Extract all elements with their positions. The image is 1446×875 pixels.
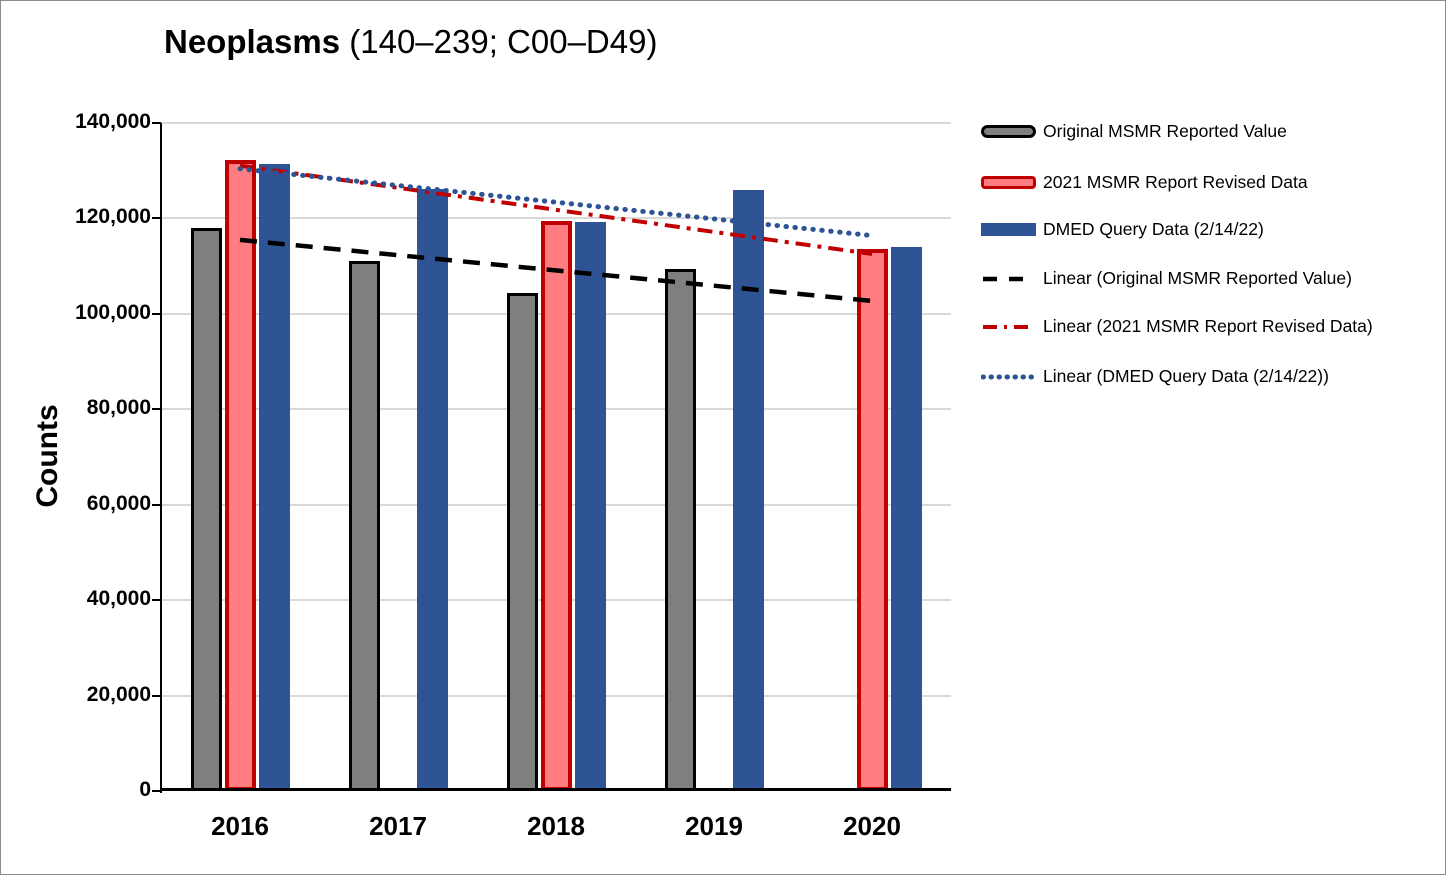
chart-title-main: Neoplasms — [164, 23, 341, 60]
legend-item: DMED Query Data (2/14/22) — [981, 218, 1425, 241]
legend-item: 2021 MSMR Report Revised Data — [981, 171, 1425, 194]
y-axis-title: Counts — [31, 404, 64, 508]
gridline — [161, 122, 951, 124]
y-tick-mark — [152, 790, 161, 792]
bar — [732, 189, 764, 791]
y-tick-mark — [152, 599, 161, 602]
legend-label: Original MSMR Reported Value — [1043, 121, 1287, 141]
legend-line-swatch-icon — [981, 315, 1043, 338]
bar — [856, 248, 888, 791]
legend-item: Linear (2021 MSMR Report Revised Data) — [981, 315, 1425, 338]
bar — [890, 246, 922, 791]
y-tick-label: 0 — [139, 778, 151, 801]
legend-bar-swatch-icon — [981, 218, 1043, 241]
y-tick-label: 120,000 — [75, 205, 151, 229]
legend-label: DMED Query Data (2/14/22) — [1043, 219, 1264, 239]
x-tick-label: 2019 — [685, 811, 743, 841]
chart-title: Neoplasms (140–239; C00–D49) — [164, 23, 657, 61]
chart-title-sub: (140–239; C00–D49) — [340, 23, 658, 60]
legend-item: Original MSMR Reported Value — [981, 120, 1425, 143]
bar — [416, 189, 448, 791]
legend-line-swatch-icon — [981, 365, 1043, 388]
y-tick-mark — [152, 408, 161, 411]
legend-label: Linear (2021 MSMR Report Revised Data) — [1043, 316, 1373, 336]
bar — [224, 160, 256, 791]
y-tick-mark — [152, 217, 161, 220]
legend-label: 2021 MSMR Report Revised Data — [1043, 172, 1308, 192]
x-tick-label: 2018 — [527, 811, 585, 841]
x-tick-label: 2017 — [369, 811, 427, 841]
legend-bar-swatch-icon — [981, 171, 1043, 194]
y-tick-mark — [152, 694, 161, 697]
bar — [506, 292, 538, 791]
y-tick-mark — [152, 503, 161, 506]
plot-area — [152, 122, 951, 793]
legend-item: Linear (Original MSMR Reported Value) — [981, 267, 1425, 290]
legend-label: Linear (DMED Query Data (2/14/22)) — [1043, 366, 1329, 386]
bar — [574, 221, 606, 791]
x-tick-label: 2016 — [211, 811, 269, 841]
legend-label: Linear (Original MSMR Reported Value) — [1043, 268, 1352, 288]
legend-item: Linear (DMED Query Data (2/14/22)) — [981, 365, 1425, 388]
bar — [258, 163, 290, 791]
y-tick-label: 60,000 — [86, 491, 151, 515]
y-tick-label: 40,000 — [86, 587, 151, 611]
y-tick-label: 20,000 — [86, 682, 151, 706]
bar — [540, 220, 572, 791]
bar — [664, 268, 696, 791]
x-tick-label: 2020 — [843, 811, 901, 841]
y-tick-label: 100,000 — [75, 300, 151, 324]
y-tick-mark — [152, 312, 161, 315]
y-axis-line — [160, 123, 162, 793]
bar — [190, 227, 222, 791]
y-tick-label: 140,000 — [75, 110, 151, 133]
legend-line-swatch-icon — [981, 267, 1043, 290]
x-axis-line — [161, 788, 951, 791]
y-tick-label: 80,000 — [86, 396, 151, 420]
y-tick-mark — [152, 122, 161, 124]
bar — [348, 261, 380, 791]
legend-bar-swatch-icon — [981, 120, 1043, 143]
